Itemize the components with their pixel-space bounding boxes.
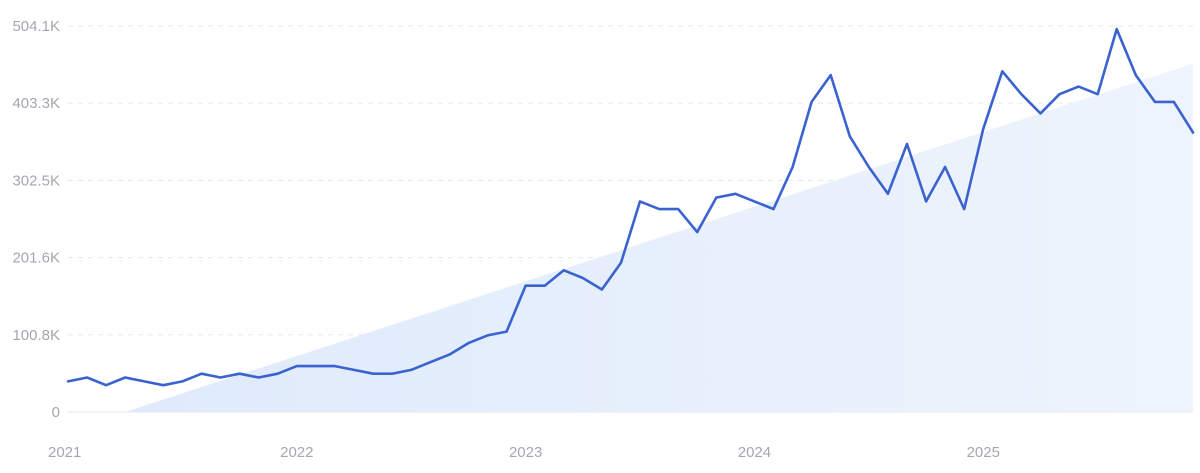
- y-tick-label: 0: [52, 404, 60, 421]
- data-point[interactable]: [236, 370, 244, 378]
- data-point[interactable]: [1151, 98, 1159, 106]
- data-point[interactable]: [1037, 109, 1045, 117]
- data-point[interactable]: [655, 205, 663, 213]
- data-point[interactable]: [979, 125, 987, 133]
- data-point[interactable]: [83, 374, 91, 382]
- y-tick-label: 403.3K: [12, 95, 60, 112]
- data-point[interactable]: [426, 358, 434, 366]
- data-point[interactable]: [960, 205, 968, 213]
- data-point[interactable]: [1189, 129, 1197, 137]
- trend-area: [125, 63, 1194, 413]
- x-tick-label: 2021: [48, 444, 81, 461]
- y-axis-ticks: 0 100.8K 201.6K 302.5K 403.3K 504.1K: [12, 18, 60, 421]
- data-point[interactable]: [484, 331, 492, 339]
- data-point[interactable]: [312, 362, 320, 370]
- x-tick-label: 2022: [280, 444, 313, 461]
- data-point[interactable]: [140, 377, 148, 385]
- data-point[interactable]: [274, 370, 282, 378]
- series-line: [66, 27, 1195, 387]
- data-point[interactable]: [121, 374, 129, 382]
- x-tick-label: 2023: [509, 444, 542, 461]
- y-tick-label: 100.8K: [12, 327, 60, 344]
- data-point[interactable]: [331, 362, 339, 370]
- data-point[interactable]: [674, 205, 682, 213]
- data-point[interactable]: [998, 67, 1006, 75]
- data-point[interactable]: [750, 197, 758, 205]
- series-line-group: [64, 25, 1197, 389]
- x-tick-label: 2025: [967, 444, 1000, 461]
- data-point[interactable]: [770, 205, 778, 213]
- data-point[interactable]: [884, 190, 892, 198]
- data-point[interactable]: [808, 98, 816, 106]
- data-point[interactable]: [846, 132, 854, 140]
- x-tick-label: 2024: [738, 444, 771, 461]
- x-axis-ticks: 2021 2022 2023 2024 2025: [48, 444, 1000, 461]
- data-point[interactable]: [388, 370, 396, 378]
- data-point[interactable]: [350, 366, 358, 374]
- data-point[interactable]: [1017, 90, 1025, 98]
- data-point[interactable]: [1075, 83, 1083, 91]
- trend-area-fill: [125, 63, 1194, 413]
- data-point[interactable]: [617, 259, 625, 267]
- data-point[interactable]: [102, 381, 110, 389]
- data-point[interactable]: [560, 266, 568, 274]
- data-point[interactable]: [255, 374, 263, 382]
- data-point[interactable]: [541, 282, 549, 290]
- data-point[interactable]: [789, 163, 797, 171]
- data-point[interactable]: [159, 381, 167, 389]
- data-point[interactable]: [1113, 25, 1121, 33]
- y-tick-label: 201.6K: [12, 250, 60, 267]
- data-point[interactable]: [903, 140, 911, 148]
- data-point[interactable]: [827, 71, 835, 79]
- data-point[interactable]: [178, 377, 186, 385]
- data-point[interactable]: [407, 366, 415, 374]
- data-point[interactable]: [522, 282, 530, 290]
- data-point[interactable]: [1056, 90, 1064, 98]
- data-point[interactable]: [941, 163, 949, 171]
- data-point[interactable]: [64, 377, 72, 385]
- y-tick-label: 504.1K: [12, 18, 60, 35]
- data-point[interactable]: [598, 286, 606, 294]
- data-point[interactable]: [217, 374, 225, 382]
- data-point[interactable]: [503, 328, 511, 336]
- data-point[interactable]: [198, 370, 206, 378]
- data-point[interactable]: [369, 370, 377, 378]
- data-point[interactable]: [1170, 98, 1178, 106]
- data-point[interactable]: [693, 228, 701, 236]
- data-point[interactable]: [865, 163, 873, 171]
- data-point[interactable]: [1132, 71, 1140, 79]
- data-point[interactable]: [712, 194, 720, 202]
- data-point[interactable]: [1094, 90, 1102, 98]
- y-tick-label: 302.5K: [12, 172, 60, 189]
- data-point[interactable]: [293, 362, 301, 370]
- data-point[interactable]: [579, 274, 587, 282]
- data-point[interactable]: [636, 197, 644, 205]
- data-point[interactable]: [445, 351, 453, 359]
- data-point[interactable]: [464, 339, 472, 347]
- data-point[interactable]: [731, 190, 739, 198]
- data-point[interactable]: [922, 197, 930, 205]
